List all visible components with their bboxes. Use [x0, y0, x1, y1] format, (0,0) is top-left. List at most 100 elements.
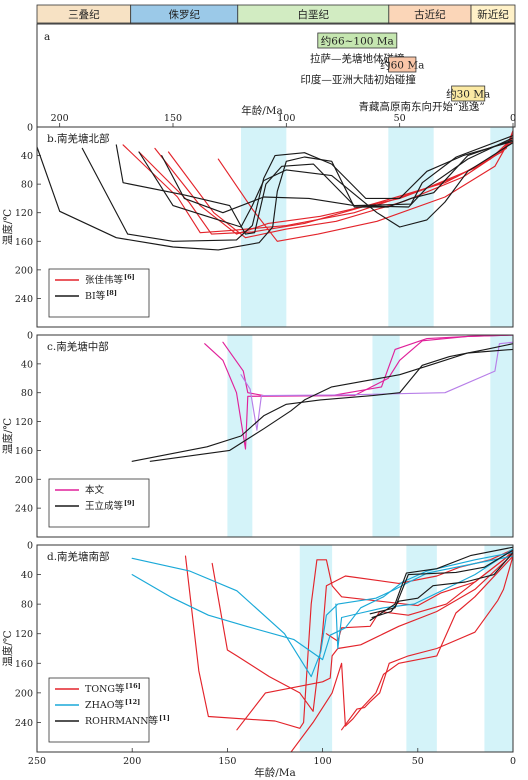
bottom-axis-tick-label: 200 [123, 756, 141, 767]
y-tick-label: 40 [21, 359, 33, 370]
y-tick-label: 0 [27, 331, 33, 342]
y-axis-label: 温度/℃ [1, 418, 14, 455]
legend-box [48, 268, 150, 318]
y-tick-label: 0 [27, 123, 33, 134]
y-tick-label: 80 [21, 600, 33, 611]
tt-path-violet [240, 341, 513, 431]
period-name: 古近纪 [414, 8, 446, 21]
panel-title: d.南羌塘南部 [47, 550, 110, 563]
event-box [451, 85, 486, 102]
legend-entry: BI等 [85, 290, 106, 302]
tt-path-red [290, 555, 513, 752]
tt-path-cyan [131, 551, 513, 661]
panel-frame [36, 126, 514, 328]
legend-ref: [16] [126, 682, 141, 690]
legend-entry: ZHAO等 [85, 699, 125, 711]
bottom-axis-tick-label: 250 [28, 756, 46, 767]
tt-path-red [167, 130, 513, 239]
top-age-axis: 200 150 100 50 0 [51, 113, 516, 127]
legend-entry: ROHRMANN等 [85, 715, 159, 727]
legend-box [48, 478, 150, 528]
age-band [388, 127, 434, 327]
bottom-x-axis-label: 年龄/Ma [254, 766, 296, 779]
period-name: 新近纪 [477, 8, 509, 21]
event-box [317, 32, 398, 49]
y-tick-label: 0 [27, 541, 33, 552]
bottom-axis-tick-label: 100 [314, 756, 332, 767]
y-tick-label: 40 [21, 570, 33, 581]
tt-path-black [131, 343, 513, 462]
event-age-label: 约30 Ma [446, 88, 490, 101]
tt-path-magenta [204, 335, 513, 450]
panel-title: c.南羌塘中部 [47, 340, 109, 353]
tt-path-red [184, 550, 513, 729]
age-band [490, 127, 513, 327]
age-band [490, 335, 513, 537]
event-description: 印度—亚洲大陆初始碰撞 [300, 73, 416, 86]
age-band [299, 545, 333, 752]
y-tick-label: 240 [15, 504, 33, 515]
y-tick-label: 240 [15, 294, 33, 305]
event-panel-label: a [44, 31, 50, 43]
panel-frame [36, 544, 514, 753]
y-tick-label: 40 [21, 151, 33, 162]
age-band [241, 127, 287, 327]
event-box [388, 56, 417, 73]
event-age-label: 约60 Ma [380, 59, 424, 72]
tt-path-red [211, 548, 513, 712]
y-tick-label: 160 [15, 659, 33, 670]
period-name: 白垩纪 [298, 8, 330, 21]
tt-path-red [217, 133, 513, 242]
y-tick-label: 160 [15, 237, 33, 248]
event-description: 青藏高原南东向开始“逃逸” [359, 100, 485, 113]
panel-title: b.南羌塘北部 [47, 132, 110, 145]
legend-ref: [8] [106, 289, 117, 297]
bottom-age-axis: 250 200 150 100 50 0 [28, 748, 516, 767]
tt-path-black [138, 142, 513, 228]
y-tick-label: 120 [15, 629, 33, 640]
tt-path-magenta [222, 335, 513, 397]
tt-path-black [371, 551, 513, 619]
tt-path-black [369, 546, 513, 621]
tt-path-black [81, 140, 513, 242]
top-axis-tick-label: 150 [164, 113, 182, 124]
y-tick-label: 160 [15, 446, 33, 457]
series-group [131, 335, 513, 462]
top-x-axis-label: 年龄/Ma [241, 104, 283, 117]
y-tick-label: 120 [15, 417, 33, 428]
y-tick-label: 200 [15, 475, 33, 486]
event-description: 拉萨—羌塘地体碰撞 [310, 52, 405, 65]
tt-path-red [154, 133, 513, 235]
period-name: 三叠纪 [68, 9, 100, 21]
top-axis-tick-label: 0 [510, 113, 516, 124]
period-name: 侏罗纪 [168, 9, 200, 21]
tt-path-cyan [131, 555, 513, 678]
y-tick-label: 200 [15, 688, 33, 699]
tt-path-black [149, 348, 513, 462]
series-group [37, 130, 513, 251]
y-tick-label: 80 [21, 388, 33, 399]
age-band [372, 335, 400, 537]
tt-path-black [369, 549, 513, 615]
top-axis-tick-label: 50 [394, 113, 406, 124]
bottom-axis-tick-label: 150 [218, 756, 236, 767]
top-axis-tick-label: 100 [277, 113, 295, 124]
legend-ref: [1] [159, 714, 170, 722]
top-axis-tick-label: 200 [51, 113, 69, 124]
tt-path-cyan [335, 548, 513, 650]
y-tick-label: 120 [15, 208, 33, 219]
y-tick-label: 200 [15, 265, 33, 276]
legend-ref: [9] [124, 499, 135, 507]
legend-entry: 王立成等 [85, 500, 124, 512]
series-group [131, 546, 513, 752]
legend-ref: [6] [124, 273, 135, 281]
y-axis-label: 温度/℃ [1, 630, 14, 667]
event-age-label: 约66~100 Ma [321, 35, 394, 48]
age-band [484, 545, 513, 752]
geologic-period-bar: 三叠纪 侏罗纪 白垩纪 古近纪 新近纪 [36, 4, 516, 24]
y-tick-label: 80 [21, 180, 33, 191]
legend-entry: 本文 [85, 484, 105, 496]
